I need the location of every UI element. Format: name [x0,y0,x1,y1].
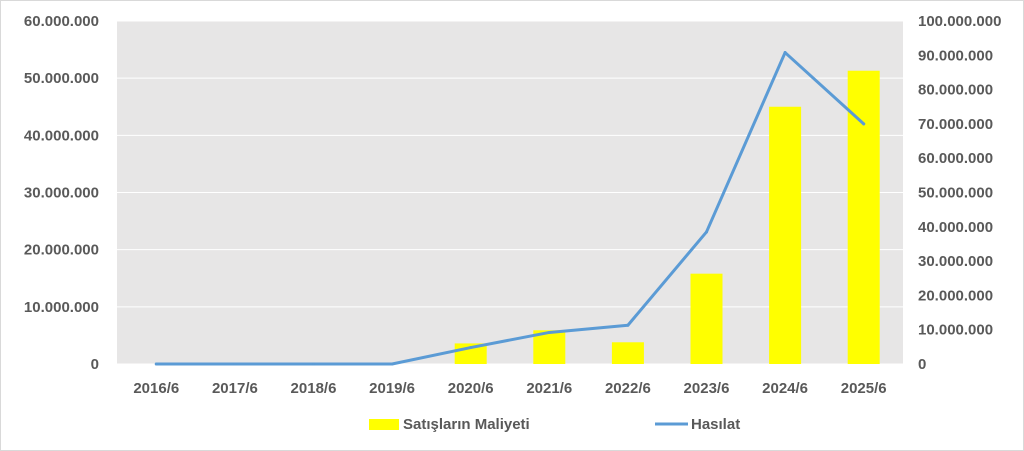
right-axis-tick-label: 10.000.000 [918,322,993,339]
legend-swatch-bar [369,419,399,430]
left-axis-tick-label: 0 [91,356,99,373]
x-axis-tick-label: 2016/6 [133,380,179,397]
x-axis-tick-label: 2019/6 [369,380,415,397]
right-axis-tick-label: 80.000.000 [918,82,993,99]
x-axis-ticks: 2016/6 2017/6 2018/6 2019/6 2020/6 2021/6 2022… [133,380,886,397]
right-axis-tick-label: 30.000.000 [918,253,993,270]
left-axis-tick-label: 50.000.000 [24,70,99,87]
right-axis-ticks: 0 10.000.000 20.000.000 30.000.000 40.000.00… [918,13,1001,373]
x-axis-tick-label: 2020/6 [448,380,494,397]
legend: Satışların Maliyeti Hasılat [369,416,740,433]
line-point [547,330,551,334]
x-axis-tick-label: 2018/6 [291,380,337,397]
right-axis-tick-label: 100.000.000 [918,13,1001,30]
bars-series [454,70,880,365]
x-axis-tick-label: 2025/6 [841,380,887,397]
left-axis-tick-label: 60.000.000 [24,13,99,30]
bar [690,273,723,364]
line-point [312,362,315,366]
line-point [469,346,473,350]
x-axis-tick-label: 2021/6 [526,380,572,397]
right-axis-tick-label: 60.000.000 [918,150,993,167]
series-line [154,51,866,366]
line-point [783,51,787,55]
line-point [390,362,394,366]
right-axis-tick-label: 70.000.000 [918,116,993,133]
right-axis-tick-label: 90.000.000 [918,47,993,64]
right-axis-tick-label: 20.000.000 [918,287,993,304]
bar [847,70,880,365]
bar [611,342,644,364]
line-series [154,51,866,366]
left-axis-tick-label: 30.000.000 [24,185,99,202]
right-axis-tick-label: 0 [918,356,926,373]
legend-label-bar: Satışların Maliyeti [403,416,530,433]
left-axis-tick-label: 40.000.000 [24,127,99,144]
x-axis-tick-label: 2024/6 [762,380,808,397]
x-axis-tick-label: 2023/6 [684,380,730,397]
line-point [626,323,630,327]
x-axis-tick-label: 2017/6 [212,380,258,397]
left-axis-ticks: 0 10.000.000 20.000.000 30.000.000 40.000.00… [24,13,99,373]
left-axis-tick-label: 10.000.000 [24,299,99,316]
line-point [233,362,237,366]
right-axis-tick-label: 50.000.000 [918,185,993,202]
x-axis-tick-label: 2022/6 [605,380,651,397]
right-axis-tick-label: 40.000.000 [918,219,993,236]
bar [769,106,802,364]
legend-label-line: Hasılat [691,416,740,433]
line-point [154,362,158,366]
line-point [705,230,708,234]
line-point [862,122,866,126]
left-axis-tick-label: 20.000.000 [24,242,99,259]
